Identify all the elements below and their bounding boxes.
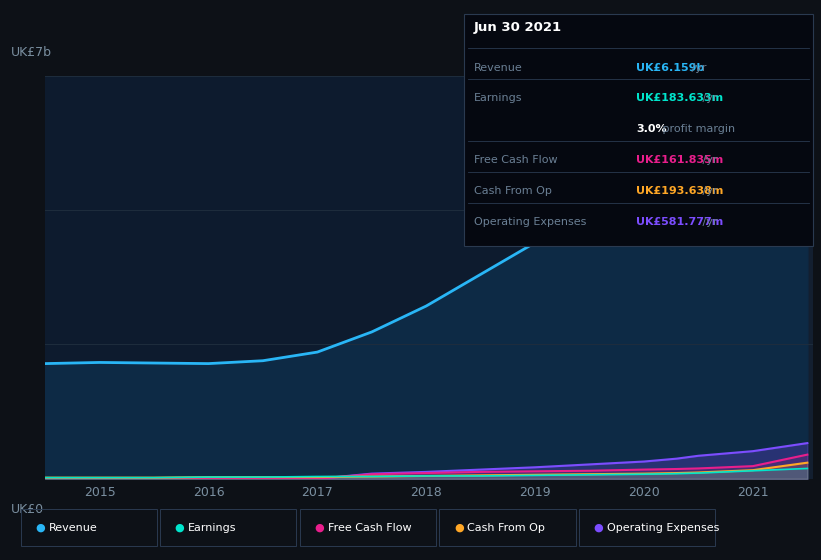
Text: UK£581.777m: UK£581.777m — [636, 217, 723, 227]
Text: UK£0: UK£0 — [11, 503, 44, 516]
Text: /yr: /yr — [699, 155, 718, 165]
Text: 3.0%: 3.0% — [636, 124, 667, 134]
Text: Operating Expenses: Operating Expenses — [474, 217, 586, 227]
Text: Revenue: Revenue — [474, 63, 522, 73]
Text: Jun 30 2021: Jun 30 2021 — [474, 21, 562, 35]
Text: /yr: /yr — [699, 217, 718, 227]
Text: /yr: /yr — [699, 186, 718, 196]
Text: Cash From Op: Cash From Op — [467, 522, 545, 533]
Text: /yr: /yr — [699, 94, 718, 104]
Text: ●: ● — [454, 522, 464, 533]
Text: Free Cash Flow: Free Cash Flow — [474, 155, 557, 165]
Text: Cash From Op: Cash From Op — [474, 186, 552, 196]
Text: ●: ● — [35, 522, 45, 533]
Text: UK£6.159b: UK£6.159b — [636, 63, 704, 73]
Text: Operating Expenses: Operating Expenses — [607, 522, 719, 533]
Text: Earnings: Earnings — [474, 94, 522, 104]
Text: Revenue: Revenue — [48, 522, 97, 533]
Text: Earnings: Earnings — [188, 522, 236, 533]
Text: Free Cash Flow: Free Cash Flow — [328, 522, 411, 533]
Text: /yr: /yr — [688, 63, 707, 73]
Text: UK£183.633m: UK£183.633m — [636, 94, 723, 104]
Text: ●: ● — [175, 522, 185, 533]
Text: UK£161.835m: UK£161.835m — [636, 155, 723, 165]
Bar — [693, 76, 813, 479]
Text: profit margin: profit margin — [659, 124, 736, 134]
Text: UK£7b: UK£7b — [11, 46, 52, 59]
Text: ●: ● — [314, 522, 324, 533]
Text: UK£193.638m: UK£193.638m — [636, 186, 723, 196]
Text: ●: ● — [594, 522, 603, 533]
